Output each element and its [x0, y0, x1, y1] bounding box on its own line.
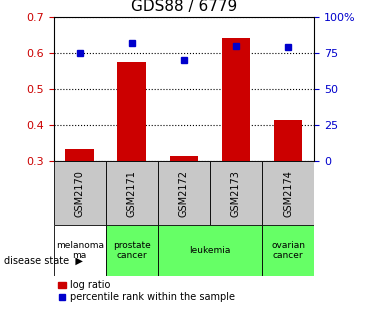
Text: leukemia: leukemia [189, 246, 231, 255]
Bar [54, 225, 106, 276]
Text: ovarian
cancer: ovarian cancer [271, 241, 305, 260]
Text: GSM2171: GSM2171 [127, 170, 137, 217]
Bar [106, 161, 158, 225]
Text: disease state  ▶: disease state ▶ [4, 255, 83, 265]
Legend: log ratio, percentile rank within the sample: log ratio, percentile rank within the sa… [59, 280, 235, 302]
Bar [158, 161, 210, 225]
Bar [106, 225, 158, 276]
Bar [210, 161, 262, 225]
Bar [54, 161, 106, 225]
Bar [118, 62, 146, 161]
Bar [222, 38, 250, 161]
Text: GSM2172: GSM2172 [179, 170, 189, 217]
Bar [65, 150, 94, 161]
Text: GSM2174: GSM2174 [283, 170, 293, 217]
Bar [158, 225, 262, 276]
Text: melanoma
ma: melanoma ma [56, 241, 104, 260]
Bar [262, 161, 314, 225]
Bar [262, 225, 314, 276]
Bar [274, 120, 302, 161]
Title: GDS88 / 6779: GDS88 / 6779 [131, 0, 237, 14]
Bar [170, 156, 198, 161]
Text: GSM2173: GSM2173 [231, 170, 241, 217]
Text: prostate
cancer: prostate cancer [113, 241, 151, 260]
Text: GSM2170: GSM2170 [75, 170, 85, 217]
